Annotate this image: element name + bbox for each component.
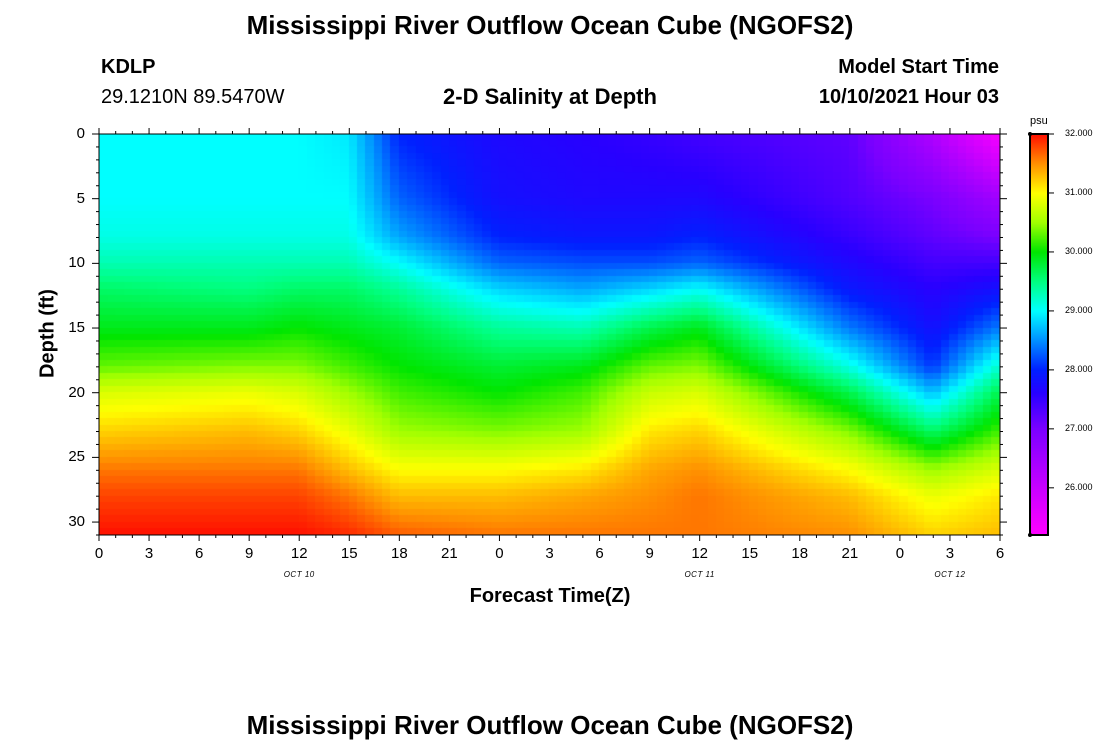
colorbar-tick-label: 28.000 [1065, 363, 1093, 374]
y-tick-label: 10 [68, 254, 85, 272]
chart-subtitle: 2-D Salinity at Depth [443, 84, 657, 109]
x-tick-label: 0 [495, 545, 504, 562]
y-tick-label: 5 [76, 189, 85, 207]
date-label: OCT 12 [934, 570, 966, 579]
colorbar-frame [1028, 132, 1054, 537]
x-tick-label: 12 [691, 545, 708, 562]
x-tick-label: 18 [791, 545, 809, 562]
x-tick-label: 15 [741, 545, 759, 562]
date-label: OCT 11 [684, 570, 715, 579]
chart-title-bottom: Mississippi River Outflow Ocean Cube (NG… [246, 710, 854, 740]
colorbar-unit: psu [1030, 115, 1048, 127]
x-axis-title: Forecast Time(Z) [469, 585, 631, 607]
x-tick-label: 6 [194, 545, 204, 562]
y-tick-label: 25 [68, 448, 85, 466]
y-axis-title: Depth (ft) [36, 289, 59, 378]
model-start-label: Model Start Time [838, 56, 999, 78]
date-label: OCT 10 [283, 570, 315, 579]
chart-title-top: Mississippi River Outflow Ocean Cube (NG… [246, 10, 854, 40]
colorbar-border [1029, 133, 1049, 536]
y-tick-label: 0 [76, 125, 85, 142]
x-tick-label: 18 [390, 545, 408, 562]
x-tick-label: 3 [545, 545, 554, 562]
colorbar-tick-label: 27.000 [1065, 422, 1093, 433]
x-tick-label: 12 [290, 545, 308, 562]
colorbar-tick-label: 30.000 [1065, 245, 1093, 256]
x-tick-label: 9 [645, 545, 654, 562]
x-tick-label: 9 [244, 545, 254, 562]
y-tick-label: 30 [68, 513, 85, 531]
x-tick-label: 6 [995, 545, 1005, 562]
x-tick-label: 15 [340, 545, 358, 562]
x-tick-label: 3 [945, 545, 955, 562]
colorbar-tick-label: 29.000 [1065, 304, 1093, 315]
colorbar-tick-label: 31.000 [1065, 186, 1093, 197]
x-tick-label: 21 [841, 545, 859, 562]
colorbar-corner-dot [1028, 533, 1032, 537]
station-coords: 29.1210N 89.5470W [101, 86, 285, 108]
colorbar-tick-label: 32.000 [1065, 128, 1093, 138]
plot-axes [92, 128, 1007, 541]
x-tick-label: 6 [595, 545, 604, 562]
colorbar [1030, 134, 1048, 535]
x-tick-label: 21 [441, 545, 458, 562]
x-tick-label: 0 [895, 545, 905, 562]
colorbar-corner-dot [1028, 132, 1032, 136]
colorbar-tick-label: 26.000 [1065, 481, 1093, 492]
plot-frame [98, 133, 1001, 536]
y-tick-label: 20 [68, 383, 85, 401]
model-start-time: 10/10/2021 Hour 03 [818, 86, 999, 108]
salinity-heatmap [99, 134, 1000, 535]
station-id: KDLP [101, 56, 156, 78]
x-tick-label: 3 [144, 545, 154, 562]
heatmap-plot-area [92, 128, 1007, 541]
y-tick-label: 15 [68, 319, 85, 337]
x-tick-label: 0 [94, 545, 104, 562]
